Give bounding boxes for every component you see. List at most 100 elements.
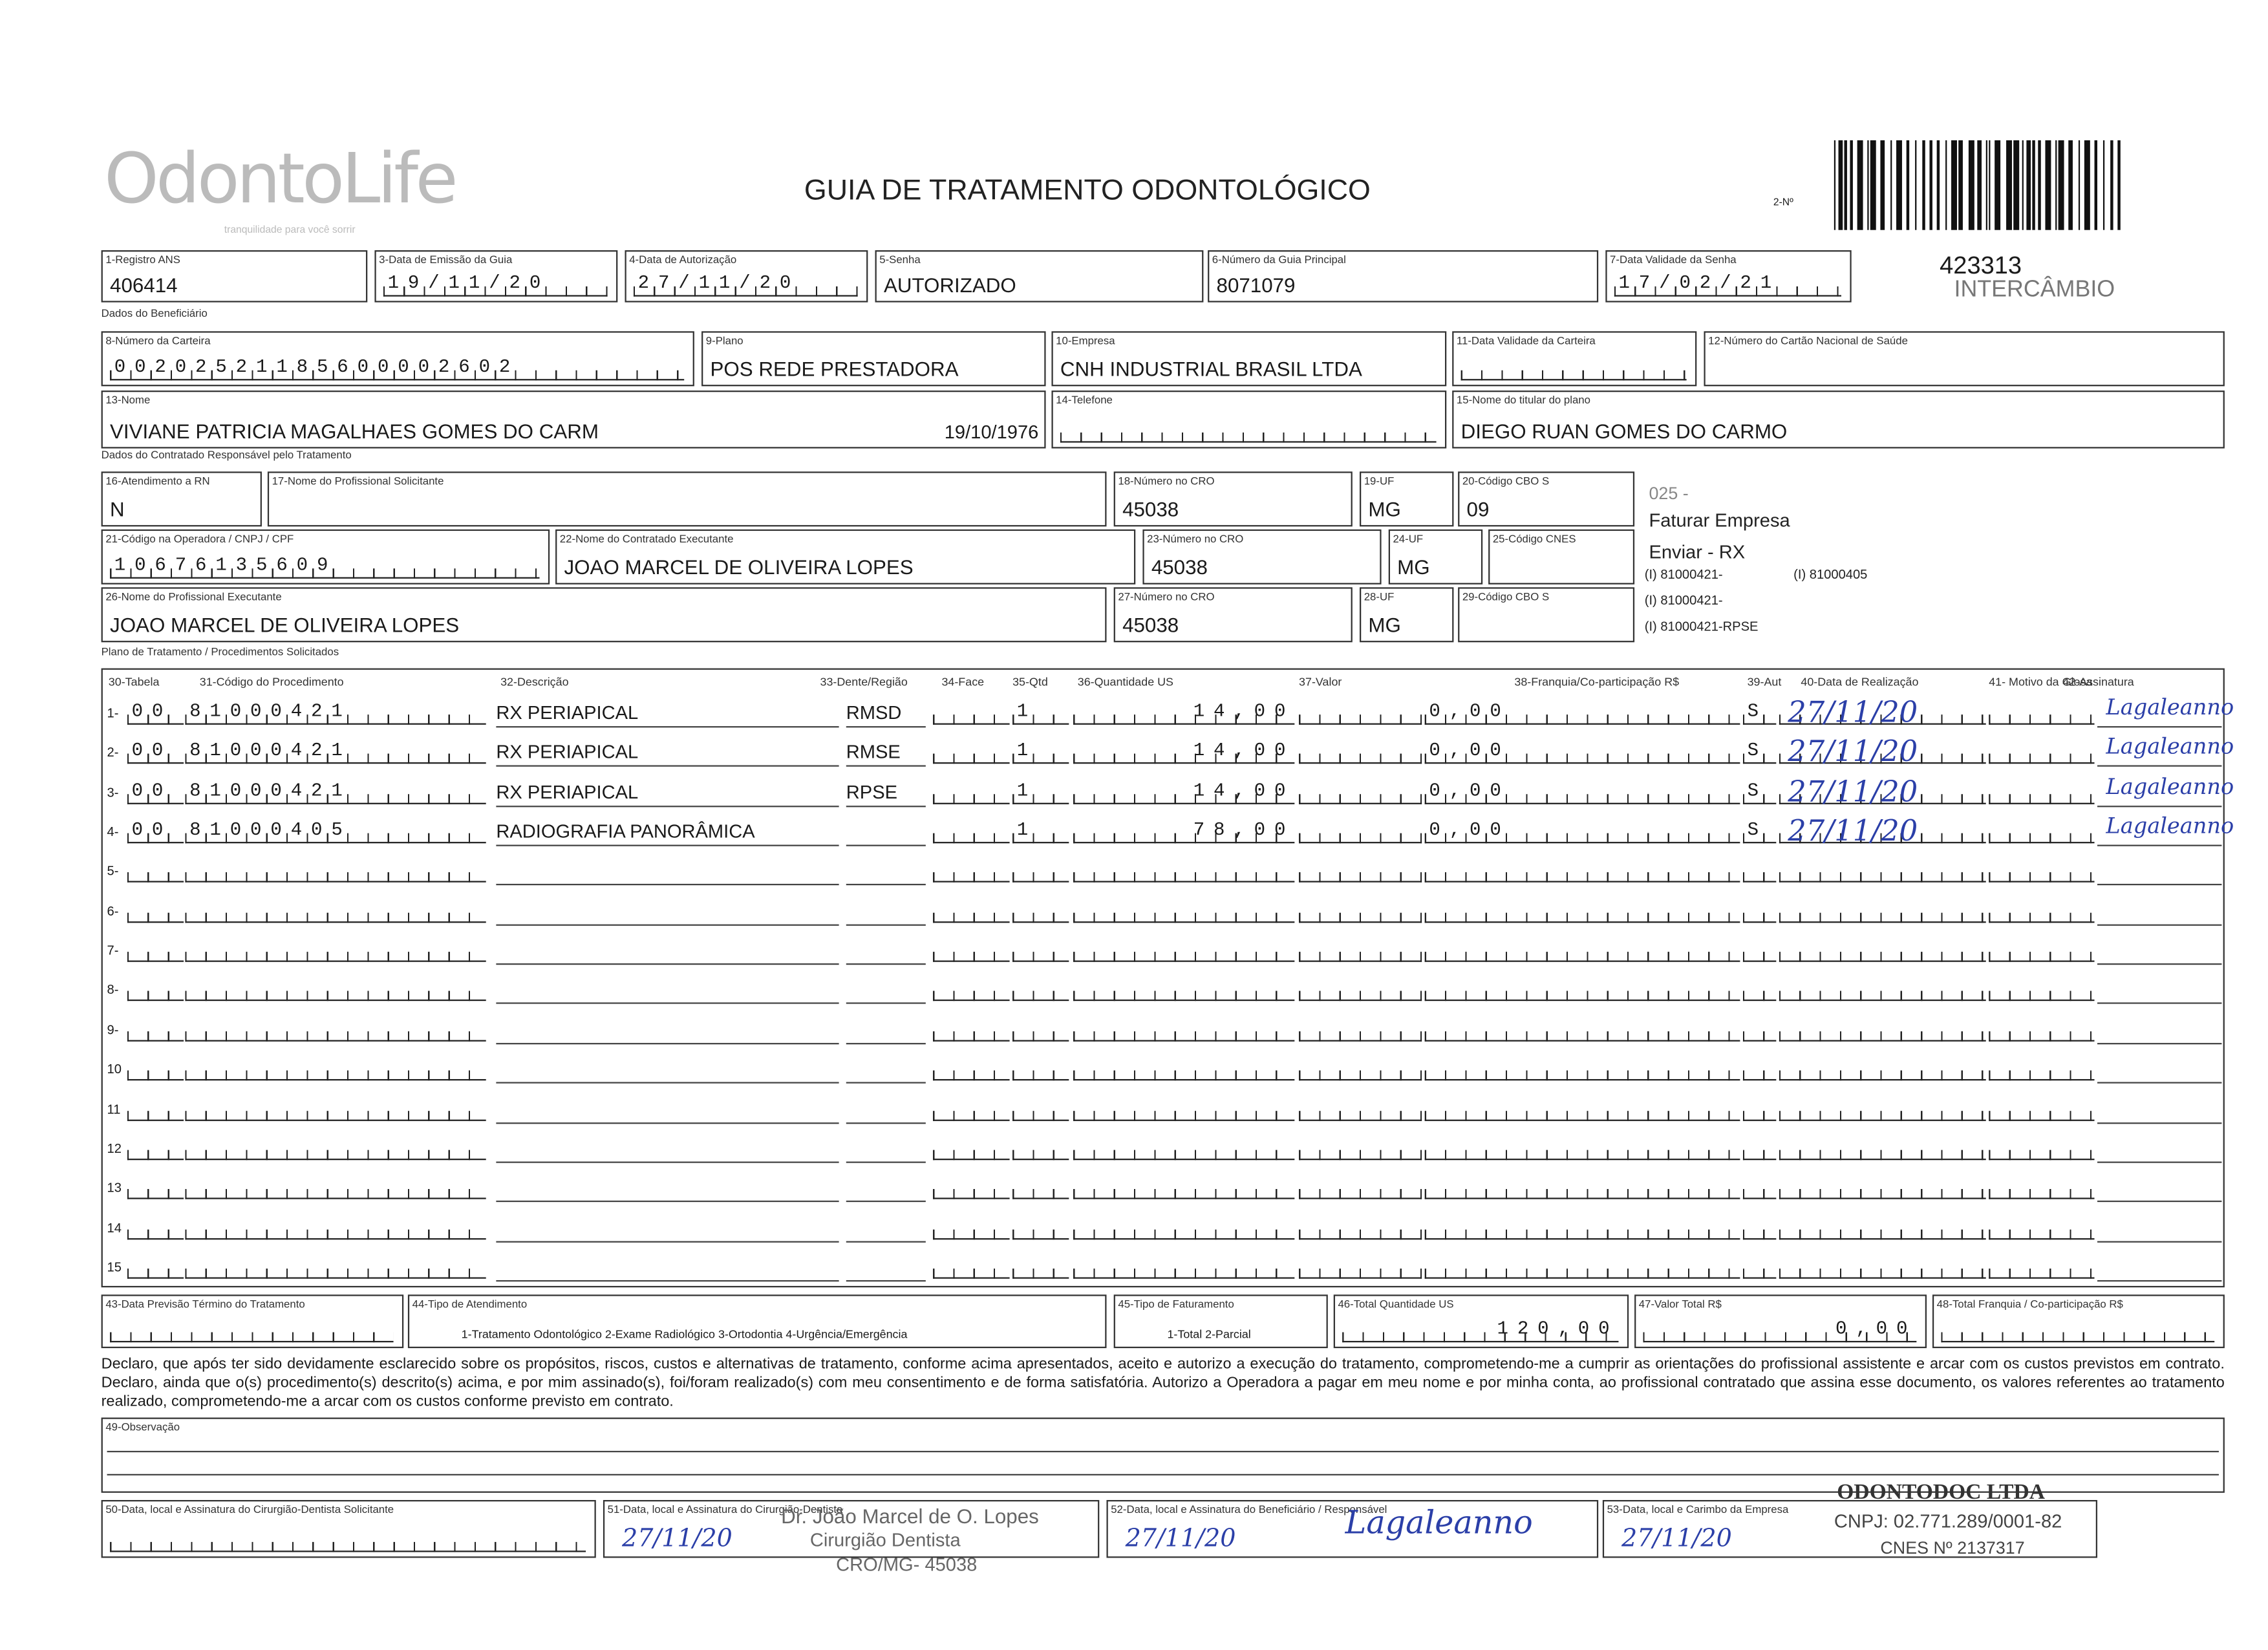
field-label: 20-Código CBO S xyxy=(1462,474,1550,488)
cell: 00 xyxy=(127,739,184,765)
column-header: 39-Aut xyxy=(1747,675,1782,689)
barcode-bar xyxy=(1977,140,1982,230)
cell: S xyxy=(1743,819,1777,844)
cell: 0,00 xyxy=(1425,700,1740,725)
cell: Lagaleanno xyxy=(2106,773,2234,800)
observation-line xyxy=(107,1450,2219,1453)
cell-line xyxy=(2097,1121,2222,1124)
cell-line xyxy=(846,844,926,846)
cell xyxy=(185,977,486,1002)
barcode-bar xyxy=(1995,140,2001,230)
field-label: 6-Número da Guia Principal xyxy=(1212,253,1346,266)
field-box: 27-Número no CRO 45038 xyxy=(1113,587,1353,643)
tagline: tranquilidade para você sorrir xyxy=(224,226,356,236)
barcode-bar xyxy=(2055,140,2057,230)
barcode-bar xyxy=(2045,140,2051,230)
field-label: 17-Nome do Profissional Solicitante xyxy=(272,474,444,488)
cell-line xyxy=(2097,1201,2222,1203)
cell xyxy=(1779,1016,1986,1042)
cell xyxy=(1989,700,2095,725)
annotation: (I) 81000405 xyxy=(1793,566,1868,582)
cell-line xyxy=(2097,1161,2222,1163)
cell xyxy=(933,1135,1010,1160)
field-box: 9-Plano POS REDE PRESTADORA xyxy=(701,331,1046,387)
cell-line xyxy=(2097,844,2222,846)
row-number: 15 xyxy=(107,1259,122,1274)
cell xyxy=(1743,897,1777,923)
cell xyxy=(1989,977,2095,1002)
field-label: 50-Data, local e Assinatura do Cirurgião… xyxy=(105,1503,394,1516)
cell xyxy=(1012,937,1069,962)
cell xyxy=(1299,779,1422,804)
cell-line xyxy=(2097,1042,2222,1044)
field-box: 44-Tipo de Atendimento 1-Tratamento Odont… xyxy=(407,1294,1107,1349)
cell: 27/11/20 xyxy=(1788,694,1918,729)
cell-line xyxy=(496,726,839,728)
cell xyxy=(185,1214,486,1239)
cell: Lagaleanno xyxy=(2106,734,2234,760)
cell: 1 xyxy=(1012,739,1069,765)
barcode-bar xyxy=(2038,140,2041,230)
cell xyxy=(1299,739,1422,765)
field-box: 43-Data Previsão Término do Tratamento xyxy=(101,1294,404,1349)
field-value: 09 xyxy=(1466,497,1490,521)
cell xyxy=(1779,937,1986,962)
cell: 14,00 xyxy=(1073,739,1295,765)
cell xyxy=(1425,1135,1740,1160)
field-label: 47-Valor Total R$ xyxy=(1638,1297,1722,1311)
barcode-bar xyxy=(2078,140,2081,230)
section-title: Dados do Beneficiário xyxy=(101,306,208,320)
field-label: 21-Código na Operadora / CNPJ / CPF xyxy=(105,532,294,546)
cell: S xyxy=(1743,700,1777,725)
cell: 27/11/20 xyxy=(1788,813,1918,848)
cell xyxy=(1012,1016,1069,1042)
field-value: 45038 xyxy=(1122,497,1179,521)
cell xyxy=(1989,858,2095,883)
cell xyxy=(1989,819,2095,844)
cell xyxy=(1073,977,1295,1002)
field-box: 53-Data, local e Carimbo da Empresa 27/11… xyxy=(1602,1500,2097,1558)
field-box: 49-Observação xyxy=(101,1417,2225,1493)
barcode-bar xyxy=(1906,140,1910,230)
field-value: VIVIANE PATRICIA MAGALHAES GOMES DO CARM xyxy=(110,419,599,443)
cell xyxy=(127,1016,184,1042)
field-label: 13-Nome xyxy=(105,393,151,407)
field-box: 10-Empresa CNH INDUSTRIAL BRASIL LTDA xyxy=(1051,331,1447,387)
field-label: 1-Registro ANS xyxy=(105,253,180,266)
cell xyxy=(1743,1175,1777,1200)
barcode-bar xyxy=(1844,140,1847,230)
cell: 81000421 xyxy=(185,700,486,725)
logo: OdontoLife xyxy=(104,138,458,220)
cell-line xyxy=(2097,924,2222,926)
barcode-bar xyxy=(2102,140,2105,230)
stamp: Cirurgião Dentista xyxy=(809,1528,961,1551)
cell: 1 xyxy=(1012,700,1069,725)
annotation: Faturar Empresa xyxy=(1649,509,1790,531)
cell xyxy=(1779,819,1986,844)
stamp-number: 423313 xyxy=(1940,252,2022,279)
cell xyxy=(1073,1016,1295,1042)
observation-line xyxy=(107,1473,2219,1475)
field-value: POS REDE PRESTADORA xyxy=(710,357,959,381)
cell xyxy=(185,1095,486,1120)
field-value: 8071079 xyxy=(1216,273,1296,297)
field-value xyxy=(110,1318,394,1343)
cell-line xyxy=(496,1161,839,1163)
cell-line xyxy=(846,1003,926,1005)
barcode-bar xyxy=(1834,140,1836,230)
field-label: 14-Telefone xyxy=(1056,393,1113,407)
field-value: MG xyxy=(1368,613,1401,637)
cell xyxy=(185,1135,486,1160)
cell: 27/11/20 xyxy=(1788,734,1918,769)
cell xyxy=(1743,1095,1777,1120)
field-label: 22-Nome do Contratado Executante xyxy=(559,532,734,546)
cell xyxy=(1012,977,1069,1002)
cell xyxy=(185,937,486,962)
field-box: 5-Senha AUTORIZADO xyxy=(875,250,1204,303)
column-header: 34-Face xyxy=(941,675,985,689)
field-box: 23-Número no CRO 45038 xyxy=(1142,529,1382,584)
cell: RADIOGRAFIA PANORÂMICA xyxy=(496,820,755,842)
cell xyxy=(933,700,1010,725)
field-label: 45-Tipo de Faturamento xyxy=(1118,1297,1234,1311)
cell xyxy=(1743,977,1777,1002)
